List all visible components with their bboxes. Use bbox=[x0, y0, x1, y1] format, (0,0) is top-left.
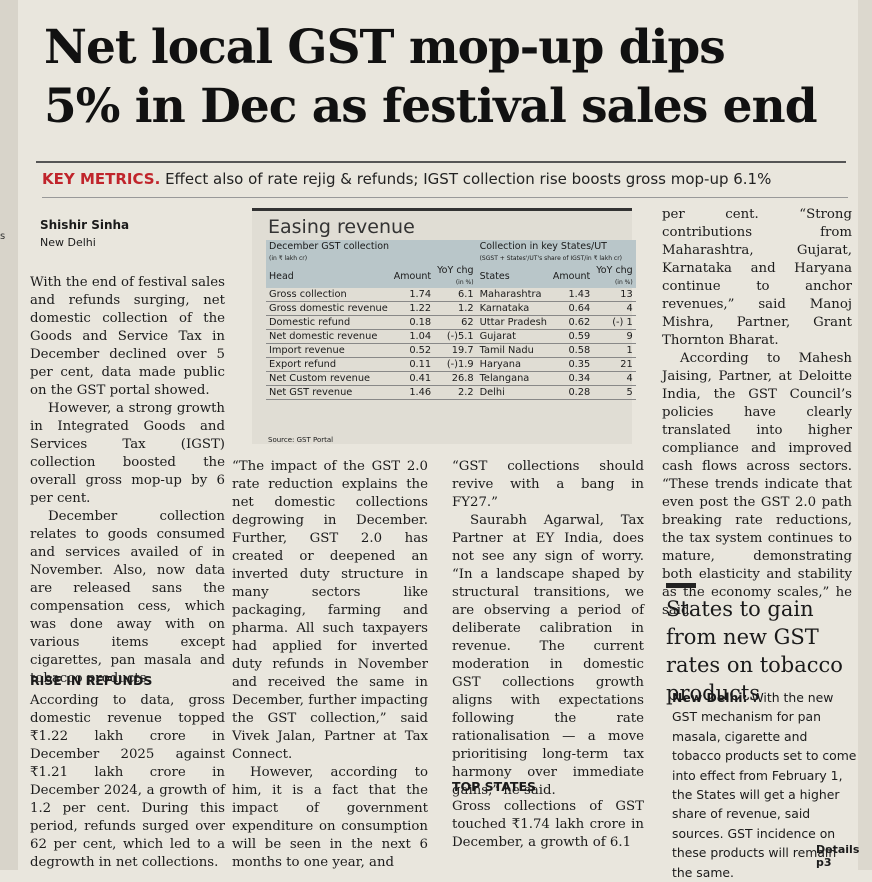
table-row: Net Custom revenue 0.41 26.8 Telangana 0.34 4 bbox=[266, 371, 636, 386]
table-row: Net domestic revenue 1.04 (-)5.1 Gujarat 0.5… bbox=[266, 329, 636, 344]
paragraph: According to data, gross domestic revenu… bbox=[30, 693, 225, 870]
article-column-3: “GST collections should revive with a ba… bbox=[452, 458, 644, 800]
col-yoy: YoY chg (in %) bbox=[434, 264, 477, 288]
table-row: Gross domestic revenue 1.22 1.2 Karnataka 0.… bbox=[266, 301, 636, 316]
col-head: Head bbox=[266, 264, 391, 288]
headline-line-1: Net local GST mop-up dips bbox=[44, 20, 726, 75]
table-top-bar bbox=[252, 208, 632, 211]
paragraph: “The impact of the GST 2.0 rate reductio… bbox=[232, 459, 428, 762]
gst-table: December GST collection (in ₹ lakh cr) Co… bbox=[266, 240, 636, 400]
table-row: Domestic refund 0.18 62 Uttar Pradesh 0.62 (-… bbox=[266, 315, 636, 330]
subhead-rule bbox=[42, 197, 848, 198]
key-metrics-label: KEY METRICS. bbox=[42, 170, 161, 188]
key-metrics-text: Effect also of rate rejig & refunds; IGS… bbox=[165, 170, 772, 188]
paragraph: According to Mahesh Jaising, Partner, at… bbox=[662, 351, 852, 618]
headline-line-2: 5% in Dec as festival sales end bbox=[44, 79, 818, 134]
byline: Shishir Sinha bbox=[40, 218, 130, 232]
paragraph: December collection relates to goods con… bbox=[30, 509, 225, 686]
sidebar-lead: New Delhi: bbox=[672, 690, 748, 705]
paragraph: However, according to him, it is a fact … bbox=[232, 765, 428, 870]
article-column-1-bottom: RISE IN REFUNDS According to data, gross… bbox=[30, 672, 225, 872]
col-amount2: Amount bbox=[549, 264, 594, 288]
col-yoy2: YoY chg (in %) bbox=[593, 264, 636, 288]
headline-rule bbox=[36, 161, 846, 163]
table-row: Import revenue 0.52 19.7 Tamil Nadu 0.58 1 bbox=[266, 343, 636, 358]
page-edge-right bbox=[858, 0, 872, 870]
paragraph: With the end of festival sales and refun… bbox=[30, 275, 225, 398]
dateline: New Delhi bbox=[40, 236, 96, 249]
sidebar-text: With the new GST mechanism for pan masal… bbox=[672, 690, 857, 880]
sidebar-body: New Delhi: With the new GST mechanism fo… bbox=[672, 688, 860, 882]
paragraph: per cent. “Strong contributions from Mah… bbox=[662, 207, 852, 348]
article-column-1: With the end of festival sales and refun… bbox=[30, 274, 225, 688]
page-edge-left bbox=[0, 0, 18, 870]
table-source: Source: GST Portal bbox=[268, 436, 334, 444]
paragraph: Gross collections of GST touched ₹1.74 l… bbox=[452, 799, 644, 850]
article-column-2: “The impact of the GST 2.0 rate reductio… bbox=[232, 458, 428, 872]
table-row: Net GST revenue 1.46 2.2 Delhi 0.28 5 bbox=[266, 385, 636, 400]
table-row: Gross collection 1.74 6.1 Maharashtra 1.43 13 bbox=[266, 288, 636, 302]
paragraph: Saurabh Agarwal, Tax Partner at EY India… bbox=[452, 513, 644, 798]
subhead-top-states: TOP STATES bbox=[452, 779, 536, 794]
adjacent-page-text: s bbox=[0, 231, 6, 242]
sidebar-rule bbox=[666, 583, 696, 588]
article-column-3-bottom: TOP STATES Gross collections of GST touc… bbox=[452, 778, 644, 852]
sidebar-headline: States to gain from new GST rates on tob… bbox=[666, 597, 843, 705]
key-metrics: KEY METRICS. Effect also of rate rejig &… bbox=[42, 170, 852, 188]
table-caption-right: Collection in key States/UT (SGST + State… bbox=[476, 240, 636, 264]
headline: Net local GST mop-up dips 5% in Dec as f… bbox=[44, 18, 844, 136]
details-link[interactable]: Details p3 bbox=[816, 843, 860, 869]
table-title: Easing revenue bbox=[268, 216, 415, 238]
subhead-rise-in-refunds: RISE IN REFUNDS bbox=[30, 673, 153, 688]
table-caption-left: December GST collection (in ₹ lakh cr) bbox=[266, 240, 477, 264]
paragraph: However, a strong growth in Integrated G… bbox=[30, 401, 225, 506]
col-states: States bbox=[476, 264, 550, 288]
article-column-4: per cent. “Strong contributions from Mah… bbox=[662, 206, 852, 620]
col-amount: Amount bbox=[390, 264, 435, 288]
table-row: Export refund 0.11 (-)1.9 Haryana 0.35 21 bbox=[266, 357, 636, 372]
paragraph: “GST collections should revive with a ba… bbox=[452, 459, 644, 510]
